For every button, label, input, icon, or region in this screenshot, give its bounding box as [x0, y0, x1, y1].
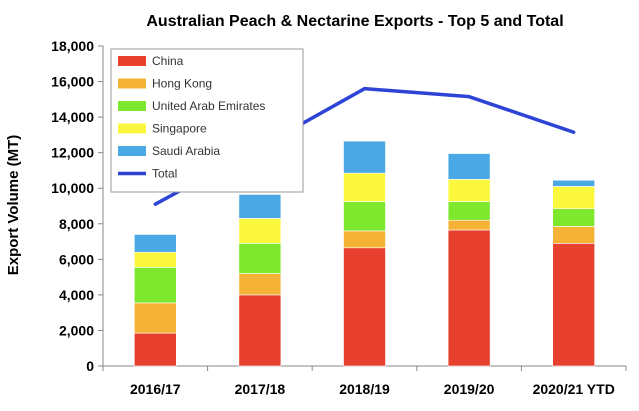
x-tick-label: 2019/20: [444, 381, 495, 397]
legend-label-saudi-arabia: Saudi Arabia: [152, 144, 220, 158]
x-tick-label: 2016/17: [130, 381, 181, 397]
bar-united-arab-emirates: [239, 243, 281, 273]
bar-saudi-arabia: [448, 154, 490, 180]
legend: China Hong Kong United Arab Emirates Singap…: [111, 49, 303, 192]
y-tick-label: 4,000: [59, 287, 94, 303]
bar-china: [448, 230, 490, 366]
bar-hong-kong: [239, 274, 281, 295]
legend-label-united-arab-emirates: United Arab Emirates: [152, 99, 265, 113]
legend-label-hong-kong: Hong Kong: [152, 77, 212, 91]
bar-united-arab-emirates: [448, 202, 490, 221]
legend-label-china: China: [152, 54, 184, 68]
bar-united-arab-emirates: [344, 202, 386, 231]
chart-title: Australian Peach & Nectarine Exports - T…: [146, 13, 563, 30]
bar-singapore: [134, 252, 176, 267]
bar-hong-kong: [553, 226, 595, 243]
y-tick-label: 14,000: [51, 109, 94, 125]
bar-hong-kong: [344, 231, 386, 248]
y-tick-label: 16,000: [51, 74, 94, 90]
y-tick-label: 12,000: [51, 145, 94, 161]
legend-swatch-china: [118, 56, 146, 66]
bar-singapore: [344, 173, 386, 201]
bar-saudi-arabia: [344, 141, 386, 173]
legend-swatch-saudi-arabia: [118, 146, 146, 156]
x-tick-label: 2018/19: [339, 381, 390, 397]
bar-saudi-arabia: [553, 180, 595, 186]
x-tick-label: 2017/18: [235, 381, 286, 397]
bar-united-arab-emirates: [553, 209, 595, 227]
bar-china: [239, 295, 281, 366]
y-tick-label: 2,000: [59, 322, 94, 338]
bar-singapore: [239, 218, 281, 243]
y-tick-label: 18,000: [51, 38, 94, 54]
y-tick-label: 10,000: [51, 180, 94, 196]
bar-hong-kong: [134, 303, 176, 333]
bar-singapore: [553, 186, 595, 208]
y-tick-label: 0: [86, 358, 94, 374]
legend-swatch-singapore: [118, 124, 146, 134]
legend-swatch-united-arab-emirates: [118, 101, 146, 111]
bar-hong-kong: [448, 220, 490, 230]
y-tick-label: 8,000: [59, 216, 94, 232]
bar-china: [553, 243, 595, 366]
legend-box: [111, 49, 303, 192]
bar-saudi-arabia: [134, 234, 176, 252]
legend-label-singapore: Singapore: [152, 122, 207, 136]
bar-singapore: [448, 179, 490, 201]
bar-china: [344, 248, 386, 366]
legend-label-total: Total: [152, 167, 177, 181]
y-tick-label: 6,000: [59, 251, 94, 267]
y-axis-title: Export Volume (MT): [5, 135, 22, 276]
x-tick-label: 2020/21 YTD: [533, 381, 615, 397]
bar-saudi-arabia: [239, 194, 281, 218]
bar-united-arab-emirates: [134, 267, 176, 303]
bar-china: [134, 333, 176, 366]
legend-swatch-hong-kong: [118, 79, 146, 89]
